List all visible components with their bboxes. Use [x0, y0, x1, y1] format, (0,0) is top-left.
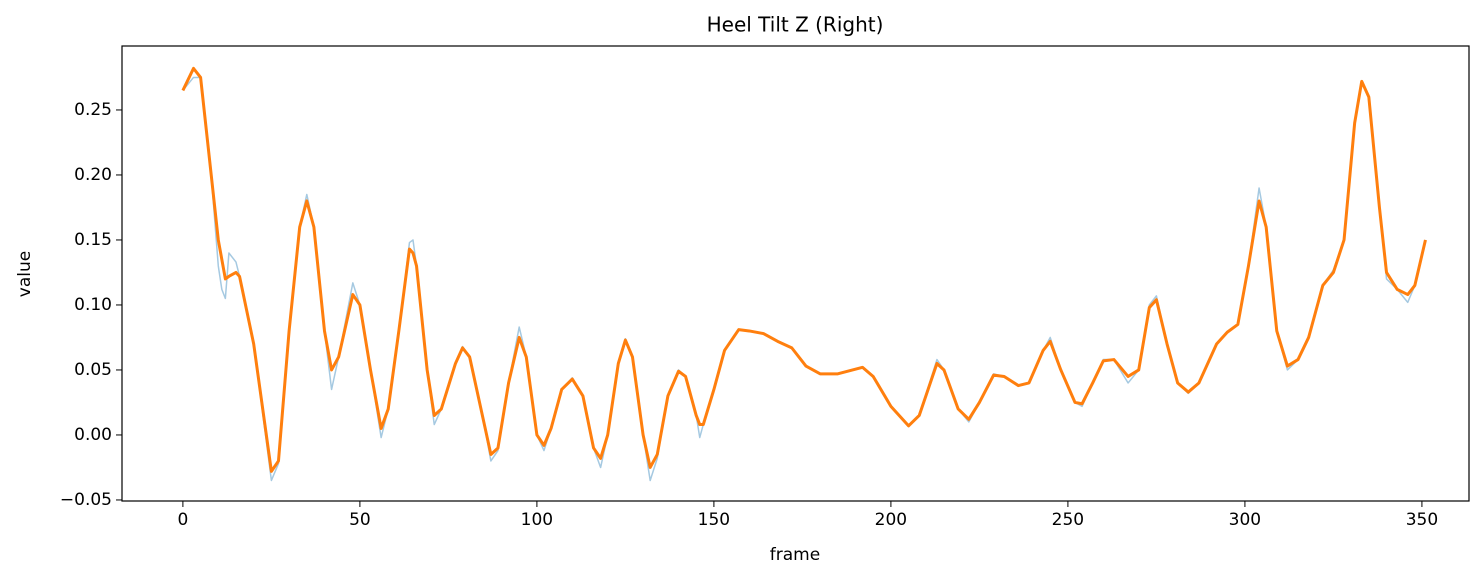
- y-tick-label: 0.20: [74, 165, 112, 185]
- y-tick-label: 0.25: [74, 100, 112, 120]
- y-axis-label: value: [15, 251, 35, 297]
- x-tick-label: 350: [1406, 510, 1438, 530]
- x-axis-label: frame: [770, 545, 820, 565]
- x-tick-label: 250: [1052, 510, 1084, 530]
- y-tick-label: −0.05: [60, 490, 112, 510]
- x-tick-label: 50: [349, 510, 371, 530]
- y-tick-label: 0.15: [74, 230, 112, 250]
- series-line: [181, 66, 1427, 473]
- y-tick-label: 0.00: [74, 425, 112, 445]
- x-tick-label: 300: [1229, 510, 1261, 530]
- y-tick-label: 0.10: [74, 295, 112, 315]
- plot-frame: [121, 45, 1470, 502]
- series-line: [182, 76, 1427, 482]
- x-tick-label: 200: [875, 510, 907, 530]
- y-tick-label: 0.05: [74, 360, 112, 380]
- x-tick-label: 150: [698, 510, 730, 530]
- chart-title: Heel Tilt Z (Right): [707, 13, 884, 37]
- x-tick-label: 0: [177, 510, 188, 530]
- x-tick-label: 100: [521, 510, 553, 530]
